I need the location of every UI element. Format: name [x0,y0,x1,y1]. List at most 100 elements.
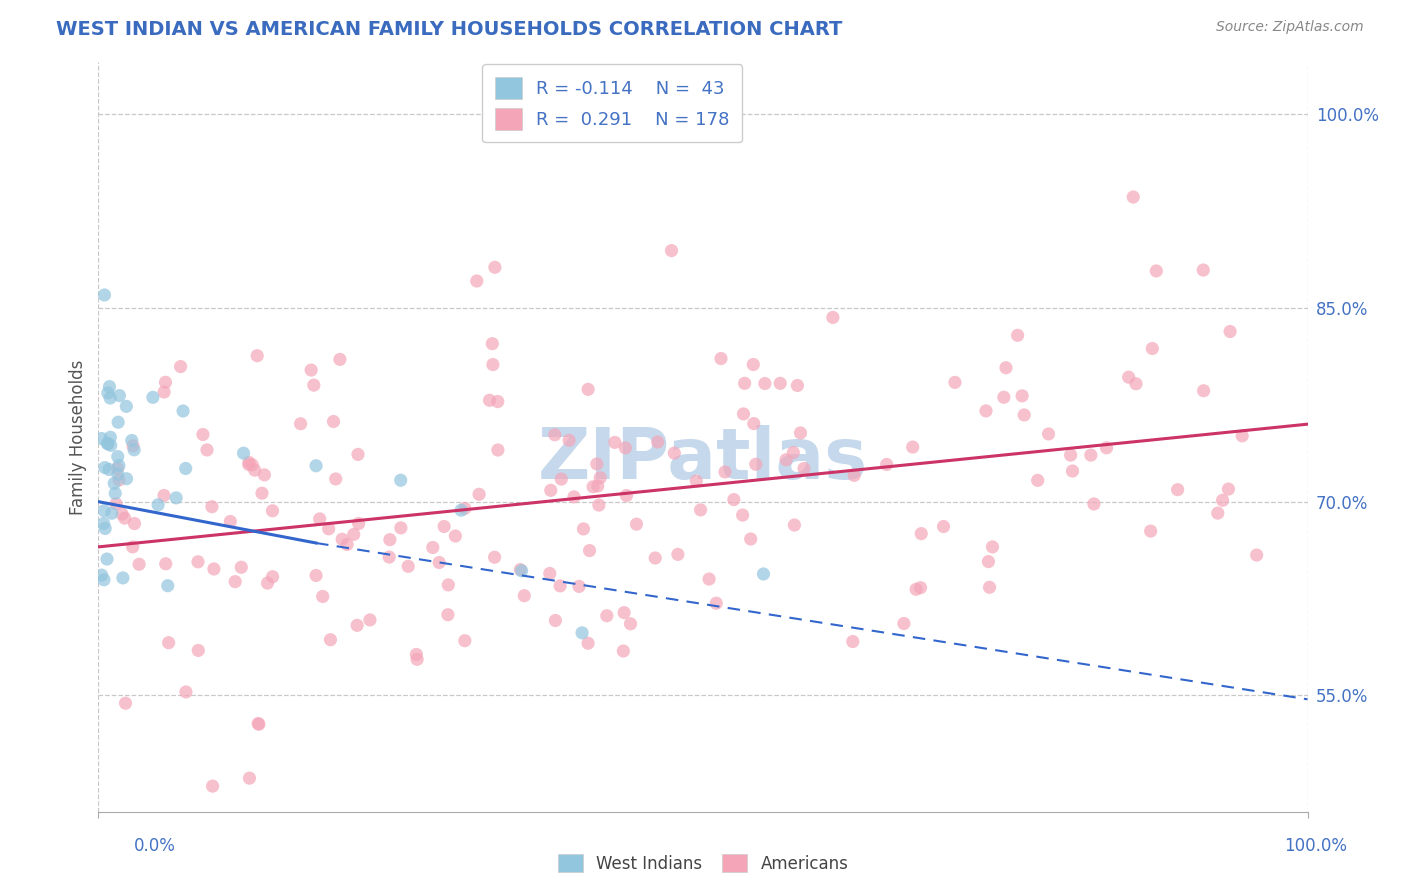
Point [98,379,121,393]
Point [155,376,177,390]
Point [689,503,711,517]
Point [789,425,811,440]
Point [544,427,567,442]
Point [769,376,792,391]
Point [478,393,501,408]
Point [468,487,491,501]
Point [1118,370,1140,384]
Point [107,461,129,475]
Point [128,558,150,572]
Point [582,480,605,494]
Point [93,288,115,302]
Point [740,532,762,546]
Point [122,439,145,453]
Point [509,563,531,577]
Point [302,378,325,392]
Point [396,559,419,574]
Point [943,376,966,390]
Point [378,550,401,565]
Point [454,633,477,648]
Point [572,522,595,536]
Point [187,555,209,569]
Text: 100.0%: 100.0% [1284,837,1347,855]
Point [93,516,115,531]
Point [232,446,254,460]
Point [481,336,503,351]
Point [346,618,368,632]
Point [156,579,179,593]
Point [1011,389,1033,403]
Text: WEST INDIAN VS AMERICAN FAMILY HOUSEHOLDS CORRELATION CHART: WEST INDIAN VS AMERICAN FAMILY HOUSEHOLD… [56,20,842,38]
Point [114,511,136,525]
Point [104,486,127,500]
Point [1095,441,1118,455]
Point [664,446,686,460]
Point [568,579,591,593]
Point [697,572,720,586]
Point [1059,448,1081,462]
Point [97,437,120,451]
Point [201,779,224,793]
Point [437,607,460,622]
Point [484,260,506,275]
Point [238,458,260,472]
Point [422,541,444,555]
Point [107,415,129,429]
Point [910,581,932,595]
Point [538,566,561,581]
Point [247,717,270,731]
Point [576,382,599,396]
Point [90,568,112,582]
Y-axis label: Family Households: Family Households [69,359,87,515]
Point [844,468,866,483]
Point [97,385,120,400]
Point [187,643,209,657]
Point [202,562,225,576]
Point [256,576,278,591]
Point [734,376,756,391]
Point [94,460,117,475]
Point [482,358,505,372]
Point [312,590,335,604]
Point [262,504,284,518]
Point [596,608,619,623]
Point [644,551,666,566]
Point [330,533,353,547]
Point [1167,483,1189,497]
Point [614,441,637,455]
Point [238,771,260,785]
Legend: R = -0.114    N =  43, R =  0.291    N = 178: R = -0.114 N = 43, R = 0.291 N = 178 [482,64,742,143]
Point [454,501,477,516]
Point [389,521,412,535]
Text: 0.0%: 0.0% [134,837,176,855]
Point [745,457,768,471]
Point [93,504,115,518]
Point [107,467,129,482]
Point [433,519,456,533]
Point [540,483,562,498]
Point [96,552,118,566]
Point [100,430,122,444]
Point [169,359,191,374]
Point [219,515,242,529]
Point [1230,429,1253,443]
Point [101,506,124,520]
Point [731,508,754,522]
Point [305,458,328,473]
Point [108,458,131,473]
Point [389,473,412,487]
Point [325,472,347,486]
Point [910,526,932,541]
Point [626,517,648,532]
Point [247,716,270,731]
Point [427,556,450,570]
Point [783,518,806,533]
Point [444,529,467,543]
Point [98,391,121,405]
Point [1206,506,1229,520]
Point [450,503,472,517]
Point [685,474,707,488]
Point [153,488,176,502]
Point [484,550,506,565]
Point [108,473,131,487]
